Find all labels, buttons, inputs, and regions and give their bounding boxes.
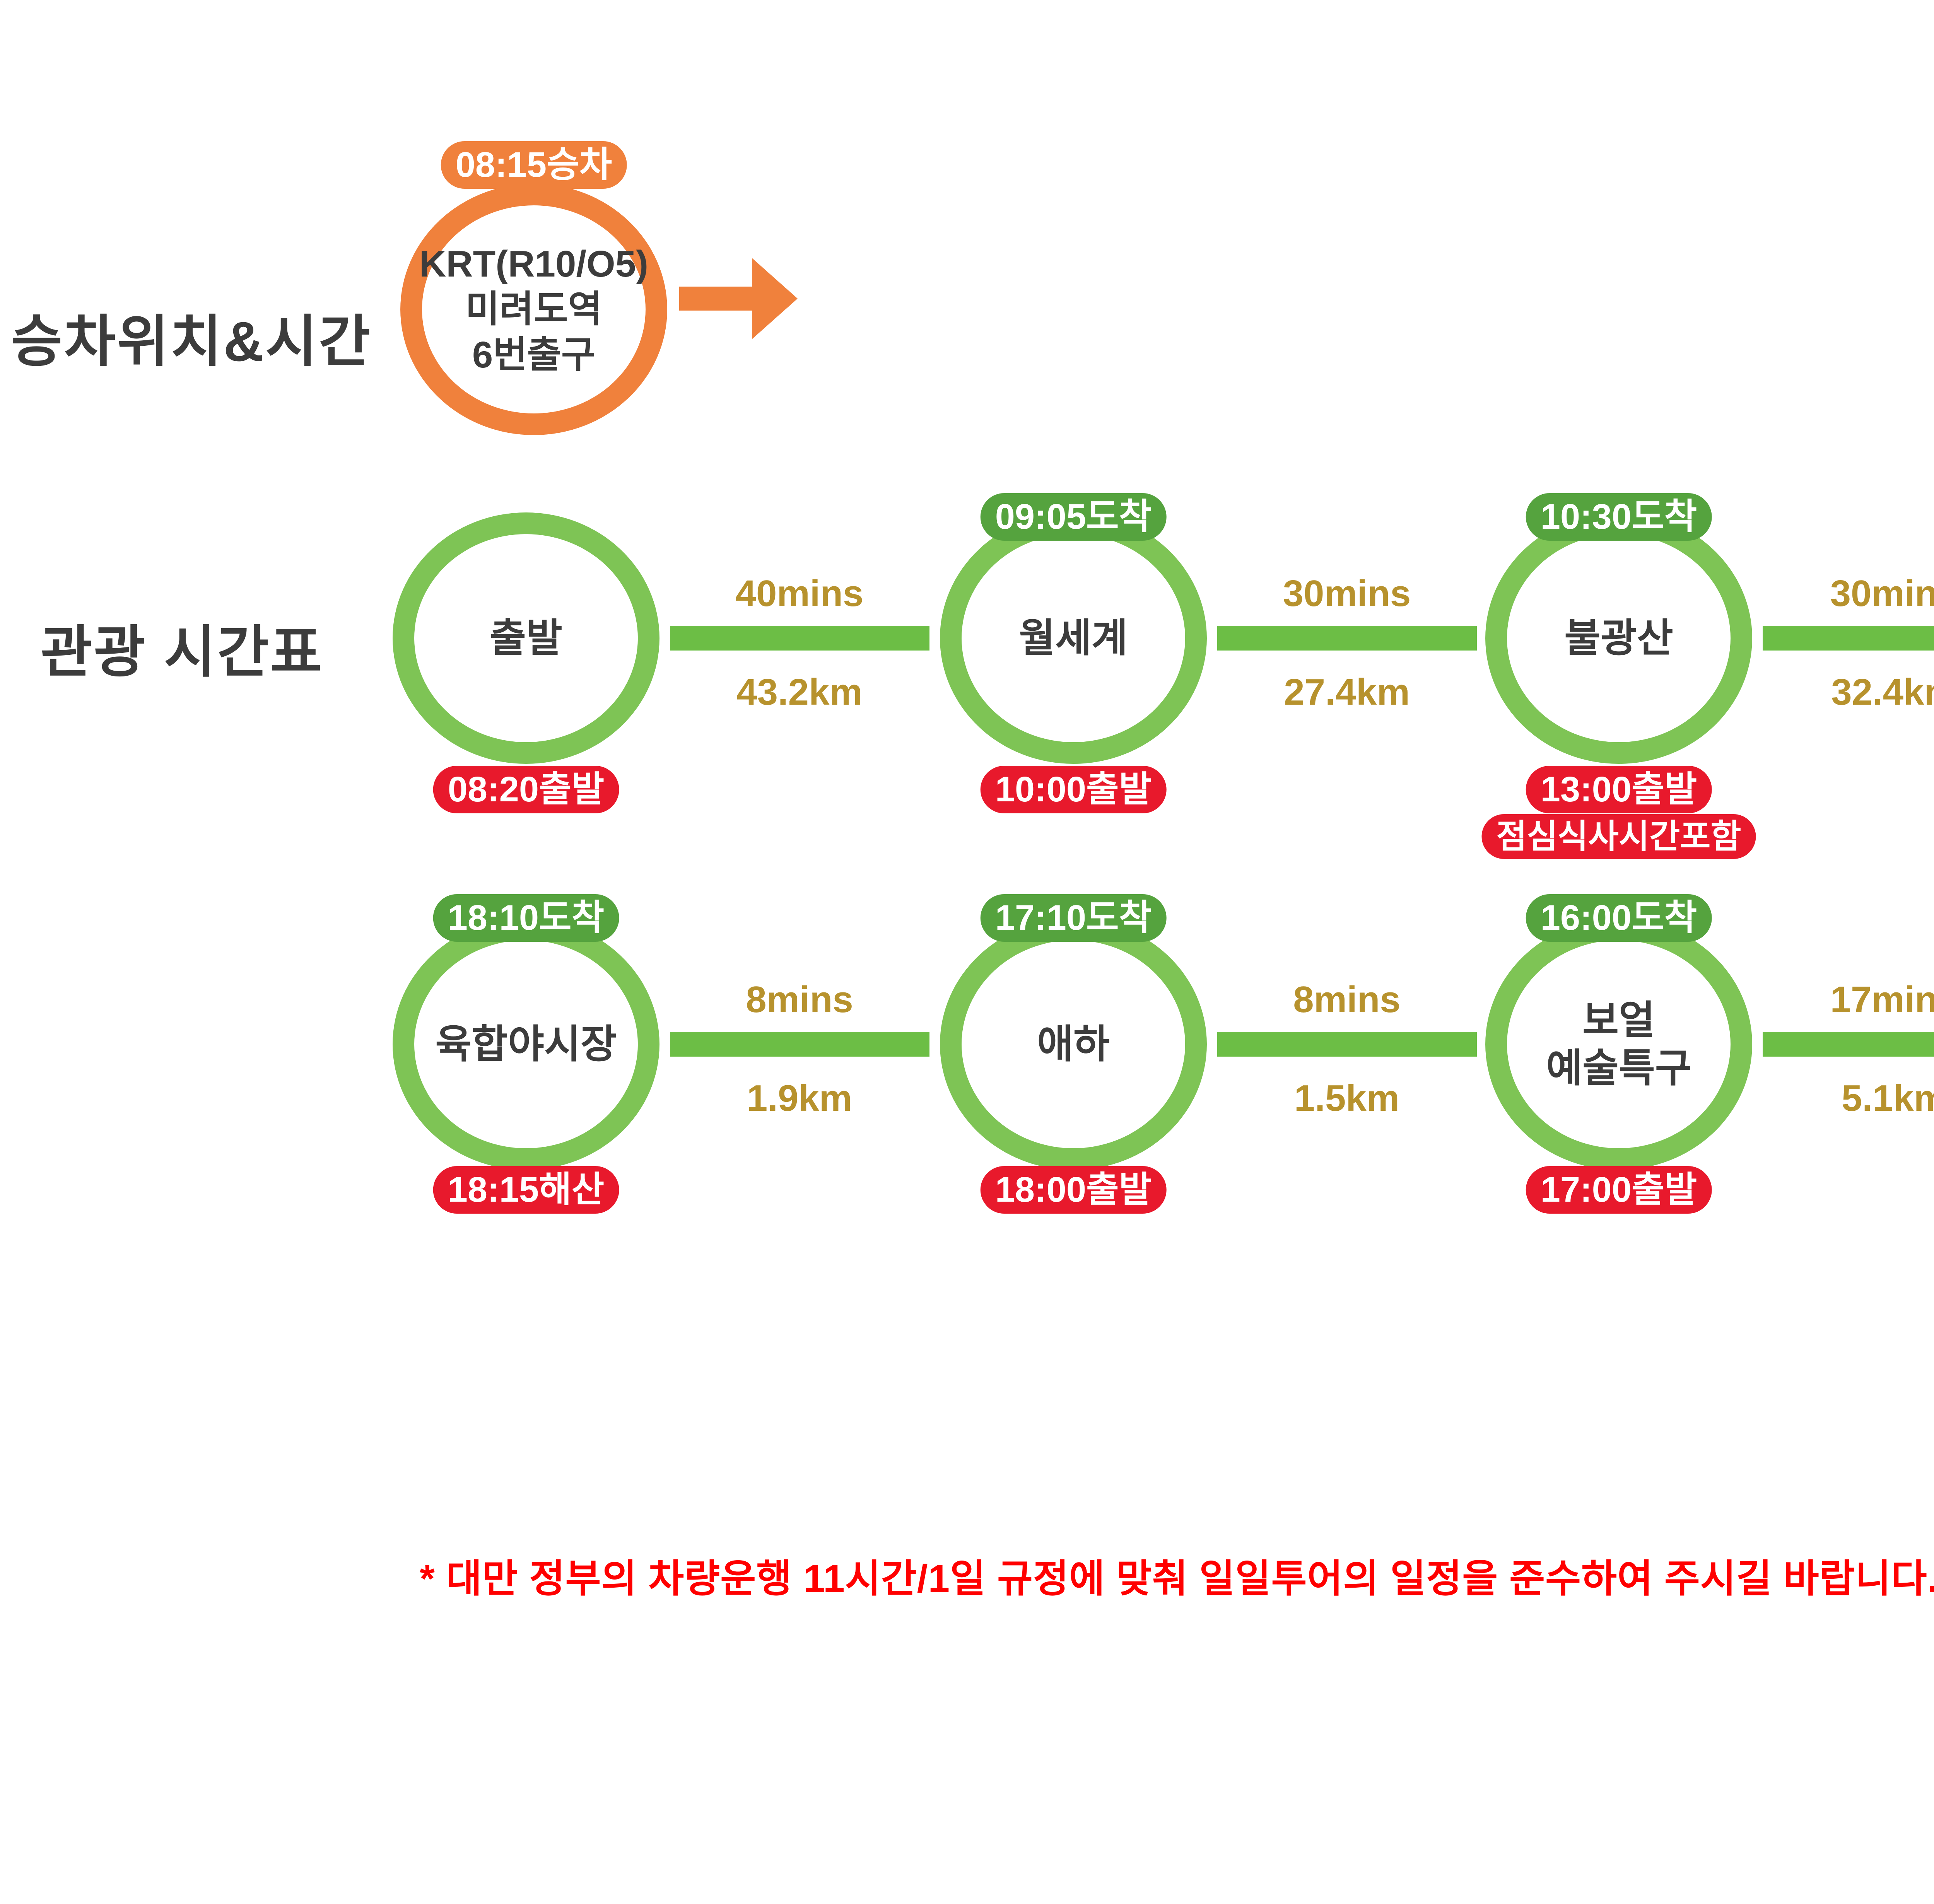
stop-name: 육합야시장 [435,1022,617,1066]
leg-duration: 40mins [735,573,864,614]
arrow-right-icon [679,287,753,311]
stop-name: 월세계 [1019,616,1128,660]
stop-name: 출발 [490,616,562,660]
leg-duration: 8mins [746,979,853,1020]
leg-distance: 32.4km [1831,671,1934,713]
leg-bar-r1-2 [1217,626,1477,651]
arrive-badge: 17:10도착 [980,894,1167,942]
arrive-badge: 09:05도착 [980,493,1167,541]
arrive-badge: 10:30도착 [1526,493,1712,541]
stop-yukhap-night-market: 육합야시장 [393,919,659,1170]
boarding-time-badge: 08:15승차 [441,141,627,189]
boarding-station-name: KRT(R10/O5) 미려도역 6번출구 [419,243,649,376]
depart-badge: 10:00출발 [980,766,1167,814]
leg-distance: 27.4km [1284,671,1410,713]
stop-aeha: 애하 [940,919,1207,1170]
arrive-badge: 18:10도착 [433,894,619,942]
arrive-badge: 16:00도착 [1526,894,1712,942]
depart-badge: 13:00출발 [1526,766,1712,814]
disband-badge: 18:15해산 [433,1166,619,1214]
leg-duration: 8mins [1293,979,1401,1020]
stop-wolsegye: 월세계 [940,512,1207,764]
stop-name: 애하 [1037,1022,1110,1066]
arrow-right-icon-head [752,258,798,339]
leg-bar-r2-1 [670,1032,929,1057]
depart-badge: 17:00출발 [1526,1166,1712,1214]
leg-duration: 17mins [1830,979,1934,1020]
leg-distance: 43.2km [736,671,863,713]
stop-departure: 출발 [393,512,659,764]
stop-boeol-art-district: 보얼 예술특구 [1485,919,1752,1170]
stop-name: 보얼 예술특구 [1546,998,1691,1090]
lunch-note-badge: 점심식사시간포함 [1481,814,1756,859]
leg-distance: 1.5km [1294,1078,1400,1119]
boarding-section-label: 승차위치&시간 [11,310,372,373]
leg-bar-r1-1 [670,626,929,651]
depart-badge: 18:00출발 [980,1166,1167,1214]
timetable-section-label: 관광 시간표 [41,621,324,683]
leg-bar-r2-3 [1763,1032,1934,1057]
leg-bar-r2-2 [1217,1032,1477,1057]
stop-name: 불광산 [1564,616,1673,660]
leg-duration: 30mins [1830,573,1934,614]
depart-badge: 08:20출발 [433,766,619,814]
leg-distance: 1.9km [747,1078,853,1119]
leg-duration: 30mins [1283,573,1411,614]
leg-distance: 5.1km [1841,1078,1934,1119]
stop-bulgwangsan: 불광산 [1485,512,1752,764]
leg-bar-r1-3 [1763,626,1934,651]
boarding-station-node: KRT(R10/O5) 미려도역 6번출구 [400,184,667,435]
government-regulation-note: * 대만 정부의 차량운행 11시간/1일 규정에 맞춰 일일투어의 일정을 준… [420,1557,1934,1600]
